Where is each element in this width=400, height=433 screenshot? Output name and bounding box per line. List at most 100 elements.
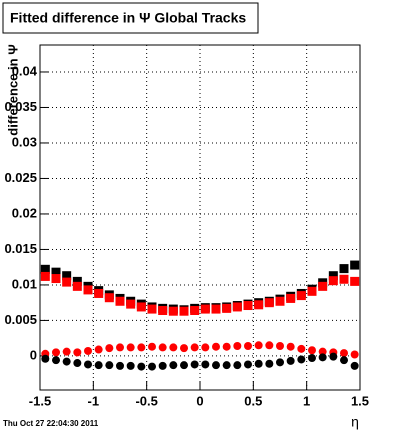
marker [73, 359, 82, 368]
marker [328, 276, 338, 286]
marker [296, 291, 306, 301]
marker [40, 271, 50, 281]
marker [264, 298, 274, 308]
marker [169, 361, 178, 370]
marker [350, 260, 360, 270]
marker [126, 299, 136, 309]
marker [212, 361, 220, 370]
marker [116, 343, 124, 352]
marker [62, 271, 72, 281]
marker [286, 356, 295, 365]
marker [350, 361, 359, 370]
marker [329, 352, 338, 361]
marker [148, 362, 156, 371]
marker [147, 304, 157, 314]
marker [51, 267, 61, 277]
marker [40, 264, 50, 274]
marker [212, 342, 220, 351]
marker [115, 296, 125, 306]
marker [340, 349, 348, 358]
marker [318, 353, 327, 362]
marker [297, 344, 306, 353]
marker [286, 293, 296, 303]
marker [105, 361, 114, 370]
marker [308, 354, 316, 363]
x-tick-label: 1 [303, 393, 310, 408]
marker [222, 361, 231, 370]
marker [179, 306, 189, 316]
marker [211, 304, 221, 314]
timestamp: Thu Oct 27 22:04:30 2011 [3, 419, 99, 428]
marker [275, 296, 285, 306]
marker [83, 285, 93, 295]
marker [244, 341, 252, 350]
marker [190, 343, 199, 352]
marker [307, 286, 317, 296]
y-tick-label: 0.005 [4, 312, 37, 327]
marker [62, 357, 71, 366]
x-axis-label: η [351, 414, 359, 430]
marker [137, 362, 146, 371]
marker [41, 354, 50, 363]
marker [168, 306, 178, 316]
y-tick-label: 0.025 [4, 170, 37, 185]
marker [200, 304, 210, 314]
marker [233, 361, 242, 370]
marker [126, 361, 135, 370]
x-tick-label: 0.5 [244, 393, 262, 408]
marker [297, 355, 306, 364]
marker [318, 281, 328, 291]
marker [169, 343, 178, 352]
marker [62, 277, 72, 287]
marker [350, 276, 360, 286]
y-tick-label: 0.03 [12, 134, 37, 149]
marker [136, 302, 146, 312]
x-tick-label: -1 [88, 393, 100, 408]
marker [84, 360, 92, 369]
marker [94, 288, 104, 298]
marker [243, 301, 253, 311]
marker [276, 358, 284, 367]
marker [158, 343, 167, 352]
y-tick-label: 0.01 [12, 276, 37, 291]
marker [232, 302, 242, 312]
marker [201, 360, 210, 369]
marker [222, 303, 232, 313]
marker [339, 274, 349, 284]
marker [265, 359, 274, 368]
marker [265, 341, 274, 350]
marker [190, 305, 200, 315]
marker [276, 341, 284, 350]
marker [254, 341, 263, 350]
chart-title: Fitted difference in Ψ Global Tracks [10, 10, 246, 26]
marker [318, 347, 327, 356]
marker [308, 346, 316, 355]
marker [233, 341, 242, 350]
marker [254, 359, 263, 368]
marker [52, 356, 60, 365]
marker [201, 343, 210, 352]
y-tick-label: 0.04 [12, 63, 38, 78]
marker [158, 361, 167, 370]
marker [62, 347, 71, 356]
y-tick-label: 0.035 [4, 99, 37, 114]
marker [94, 345, 103, 354]
marker [104, 293, 114, 303]
x-tick-label: 1.5 [351, 393, 369, 408]
marker [180, 344, 188, 353]
marker [190, 360, 199, 369]
marker [148, 342, 156, 351]
marker [328, 271, 338, 281]
marker [126, 343, 135, 352]
marker [350, 350, 359, 359]
marker [105, 344, 114, 353]
marker [137, 343, 146, 352]
y-axis-label: difference in Ψ [5, 44, 20, 135]
marker [51, 274, 61, 284]
marker [254, 300, 264, 310]
x-tick-label: -0.5 [135, 393, 157, 408]
marker [222, 342, 231, 351]
marker [180, 361, 188, 370]
marker [72, 276, 82, 286]
